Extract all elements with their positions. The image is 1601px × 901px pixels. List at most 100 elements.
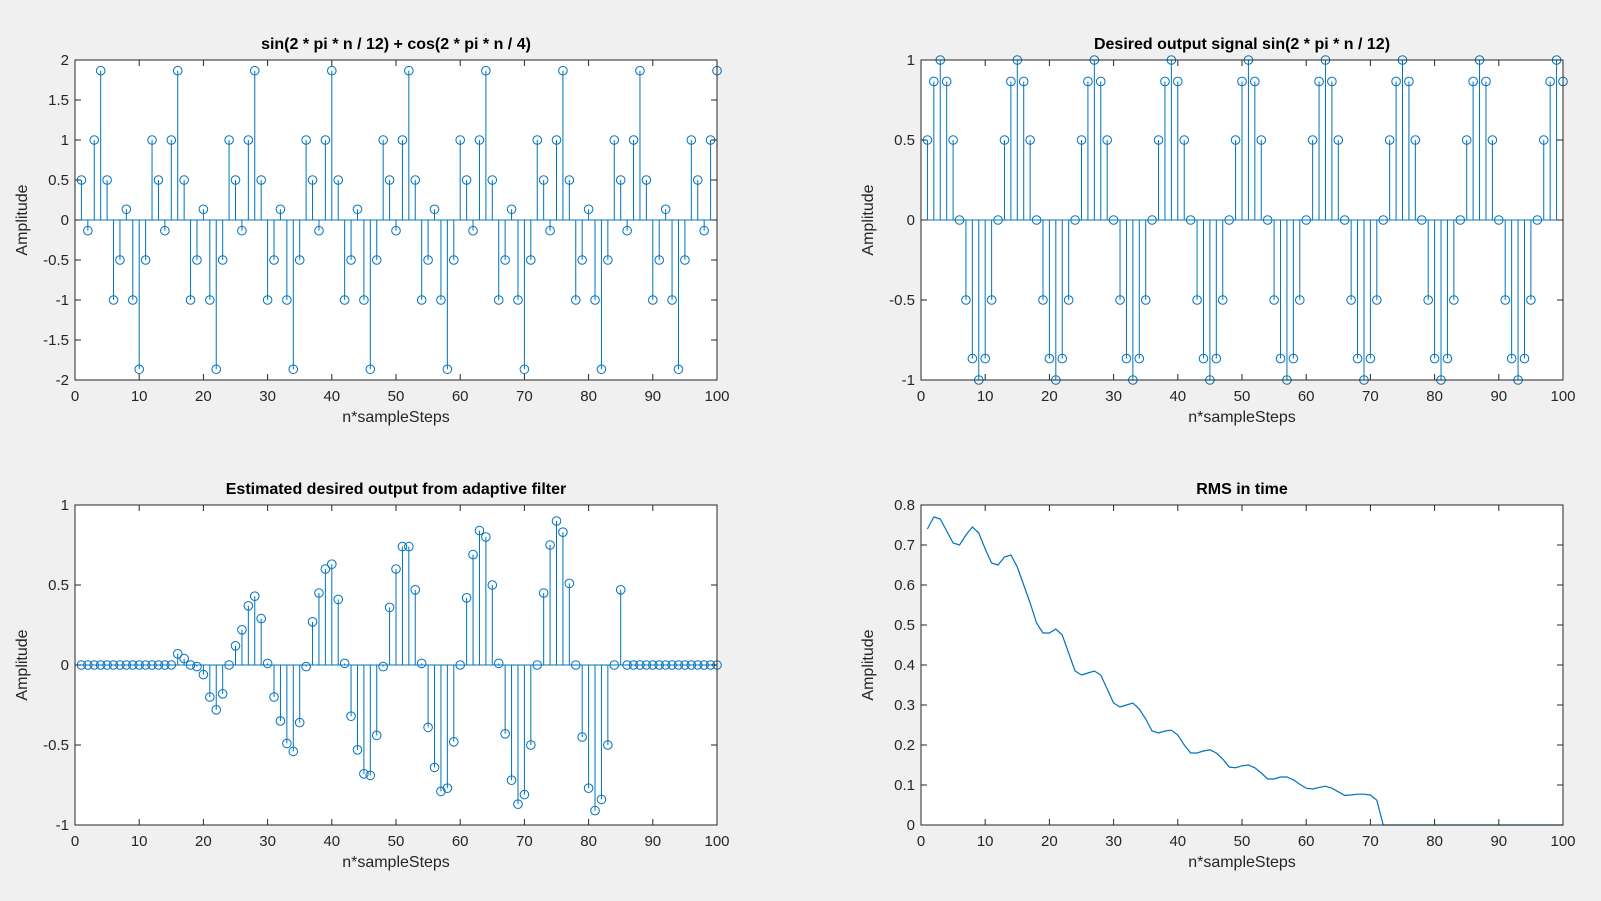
stem-marker (1179, 135, 1190, 145)
stem-marker (590, 295, 600, 305)
stem-marker (699, 225, 709, 236)
subplot-title: RMS in time (1196, 481, 1288, 498)
stem-marker (1185, 215, 1196, 225)
stem-marker (622, 225, 632, 236)
stem-marker (609, 660, 620, 670)
stem-marker (1506, 353, 1517, 364)
stem-marker (1095, 76, 1106, 87)
stem-marker (301, 661, 311, 672)
stem-marker (224, 660, 234, 670)
stem-marker (1410, 135, 1421, 145)
stem-marker (384, 602, 395, 613)
stem-marker (993, 215, 1003, 225)
stem-marker (391, 564, 401, 574)
stem-marker (314, 225, 324, 236)
stem-marker (487, 580, 498, 590)
stem-marker (1038, 295, 1048, 305)
y-tick-label: 0.5 (48, 577, 69, 594)
stem-marker (1494, 215, 1504, 225)
y-tick-label: -1 (56, 817, 69, 834)
stem-marker (1500, 295, 1511, 305)
x-tick-label: 50 (1234, 833, 1251, 850)
stem-marker (243, 601, 254, 611)
stem-marker (121, 660, 132, 670)
x-tick-label: 90 (1490, 833, 1507, 850)
y-tick-label: 1.5 (48, 92, 69, 109)
stem-marker (262, 295, 273, 305)
stem-marker (526, 740, 536, 750)
stem-marker (596, 794, 607, 805)
stem-marker (1192, 295, 1202, 305)
x-tick-label: 20 (1041, 833, 1058, 850)
stem-marker (1442, 353, 1453, 364)
stem-marker (1461, 135, 1472, 145)
stem-marker (999, 135, 1010, 145)
stem-marker (211, 364, 222, 375)
stem-marker (558, 527, 568, 538)
stem-marker (185, 660, 196, 670)
stem-marker (1237, 76, 1247, 87)
stem-marker (500, 255, 510, 265)
y-axis-label: Amplitude (14, 629, 31, 700)
stem-marker (1115, 295, 1125, 305)
x-tick-label: 70 (516, 388, 533, 405)
stem-marker (140, 660, 151, 670)
stem-marker (1140, 295, 1151, 305)
stem-marker (89, 660, 100, 670)
stem-marker (686, 135, 697, 145)
stem-marker (519, 364, 530, 375)
stem-marker (179, 653, 189, 664)
stem-marker (577, 255, 587, 265)
stem-marker (1006, 76, 1016, 87)
stem-marker (249, 591, 260, 602)
x-tick-label: 10 (977, 388, 994, 405)
stem-marker (327, 65, 337, 76)
stem-marker (1262, 215, 1273, 225)
stem-marker (1545, 76, 1555, 87)
stem-marker (532, 660, 543, 670)
y-tick-label: -0.5 (43, 252, 69, 269)
stem-marker (1211, 353, 1222, 364)
y-tick-label: 2 (61, 52, 69, 69)
x-axis-label: n*sampleSteps (1188, 854, 1296, 871)
stem-marker (961, 295, 971, 305)
stem-marker (249, 65, 260, 76)
stem-marker (648, 660, 658, 670)
stem-marker (378, 135, 388, 145)
stem-marker (986, 295, 997, 305)
y-tick-label: 0.5 (894, 617, 915, 634)
x-tick-label: 10 (131, 833, 148, 850)
x-tick-label: 70 (1362, 833, 1379, 850)
stem-marker (667, 295, 677, 305)
y-tick-label: -0.5 (889, 292, 915, 309)
stem-marker (153, 175, 164, 185)
x-axis-label: n*sampleSteps (342, 409, 450, 426)
stem-marker (224, 135, 234, 145)
stem-marker (635, 65, 645, 76)
stem-marker (429, 204, 440, 215)
stem-marker (269, 692, 279, 702)
stem-marker (307, 617, 318, 627)
stem-marker (596, 364, 607, 375)
x-tick-label: 70 (1362, 388, 1379, 405)
stem-marker (365, 364, 376, 375)
stem-marker (1378, 215, 1389, 225)
stem-marker (570, 295, 581, 305)
stem-marker (1173, 76, 1183, 87)
stem-marker (147, 660, 157, 670)
x-tick-label: 10 (131, 388, 148, 405)
x-tick-label: 0 (71, 833, 79, 850)
stem-marker (628, 135, 639, 145)
stem-marker (1076, 135, 1087, 145)
stem-marker (1372, 295, 1382, 305)
stem-marker (378, 661, 388, 672)
stem-marker (558, 65, 568, 76)
stem-marker (359, 295, 369, 305)
stem-marker (371, 730, 382, 741)
x-tick-label: 100 (704, 833, 729, 850)
stem-marker (237, 625, 247, 635)
stem-marker (545, 225, 555, 236)
y-axis-label: Amplitude (860, 184, 877, 255)
stem-marker (294, 717, 305, 728)
stem-marker (1230, 135, 1241, 145)
